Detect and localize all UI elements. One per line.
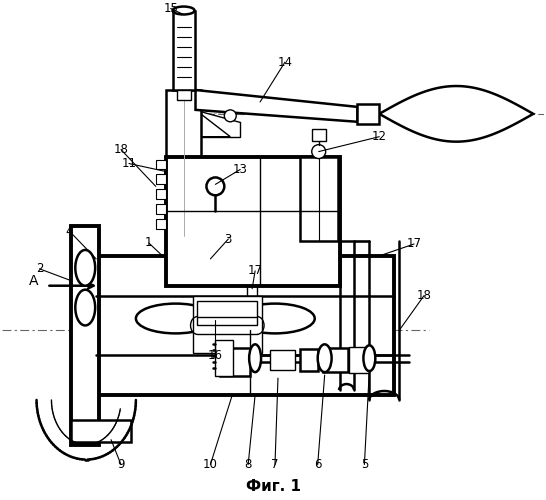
Text: 18: 18 bbox=[114, 143, 128, 156]
Text: 8: 8 bbox=[245, 458, 252, 471]
Circle shape bbox=[206, 178, 224, 196]
Text: 17: 17 bbox=[248, 264, 263, 278]
Polygon shape bbox=[379, 86, 533, 142]
Text: 17: 17 bbox=[407, 238, 422, 250]
Ellipse shape bbox=[235, 304, 314, 334]
Bar bbox=[312, 128, 325, 140]
Text: 5: 5 bbox=[361, 458, 368, 471]
Bar bbox=[156, 204, 165, 214]
Text: 10: 10 bbox=[203, 458, 218, 471]
Bar bbox=[177, 90, 191, 100]
Ellipse shape bbox=[249, 344, 261, 372]
Ellipse shape bbox=[318, 344, 331, 372]
Text: 13: 13 bbox=[233, 163, 248, 176]
Bar bbox=[72, 226, 99, 444]
Ellipse shape bbox=[136, 304, 215, 334]
Text: 9: 9 bbox=[117, 458, 124, 471]
Text: 1: 1 bbox=[145, 236, 152, 250]
Bar bbox=[156, 190, 165, 200]
Bar bbox=[72, 420, 131, 442]
Bar bbox=[323, 348, 347, 372]
Ellipse shape bbox=[364, 346, 375, 371]
Bar bbox=[165, 156, 340, 286]
Text: 15: 15 bbox=[163, 2, 178, 15]
Bar bbox=[96, 256, 394, 395]
Bar bbox=[221, 348, 250, 376]
Text: Фиг. 1: Фиг. 1 bbox=[246, 479, 300, 494]
Bar bbox=[270, 350, 295, 370]
Polygon shape bbox=[195, 110, 230, 136]
Circle shape bbox=[224, 110, 236, 122]
Bar bbox=[156, 219, 165, 229]
Bar bbox=[358, 104, 379, 124]
Polygon shape bbox=[195, 90, 358, 122]
Text: 6: 6 bbox=[314, 458, 322, 471]
Text: 3: 3 bbox=[224, 232, 232, 245]
Bar bbox=[300, 350, 318, 371]
Text: 11: 11 bbox=[121, 157, 136, 170]
Bar bbox=[349, 348, 369, 373]
Ellipse shape bbox=[75, 290, 95, 326]
Text: 14: 14 bbox=[277, 56, 293, 68]
Text: 2: 2 bbox=[36, 262, 43, 276]
Text: 7: 7 bbox=[271, 458, 279, 471]
Bar bbox=[173, 10, 194, 90]
Bar bbox=[156, 160, 165, 170]
Bar bbox=[193, 296, 262, 354]
Text: 16: 16 bbox=[208, 349, 223, 362]
Bar bbox=[156, 174, 165, 184]
Bar bbox=[300, 156, 337, 241]
Bar bbox=[198, 300, 257, 326]
Circle shape bbox=[312, 144, 325, 158]
Text: А: А bbox=[29, 274, 38, 287]
Text: 18: 18 bbox=[417, 289, 431, 302]
Ellipse shape bbox=[75, 250, 95, 286]
Bar bbox=[215, 340, 233, 376]
Text: 12: 12 bbox=[372, 130, 387, 143]
Polygon shape bbox=[195, 110, 240, 136]
Text: 4: 4 bbox=[66, 224, 73, 237]
Ellipse shape bbox=[173, 6, 194, 14]
Bar bbox=[165, 90, 201, 236]
